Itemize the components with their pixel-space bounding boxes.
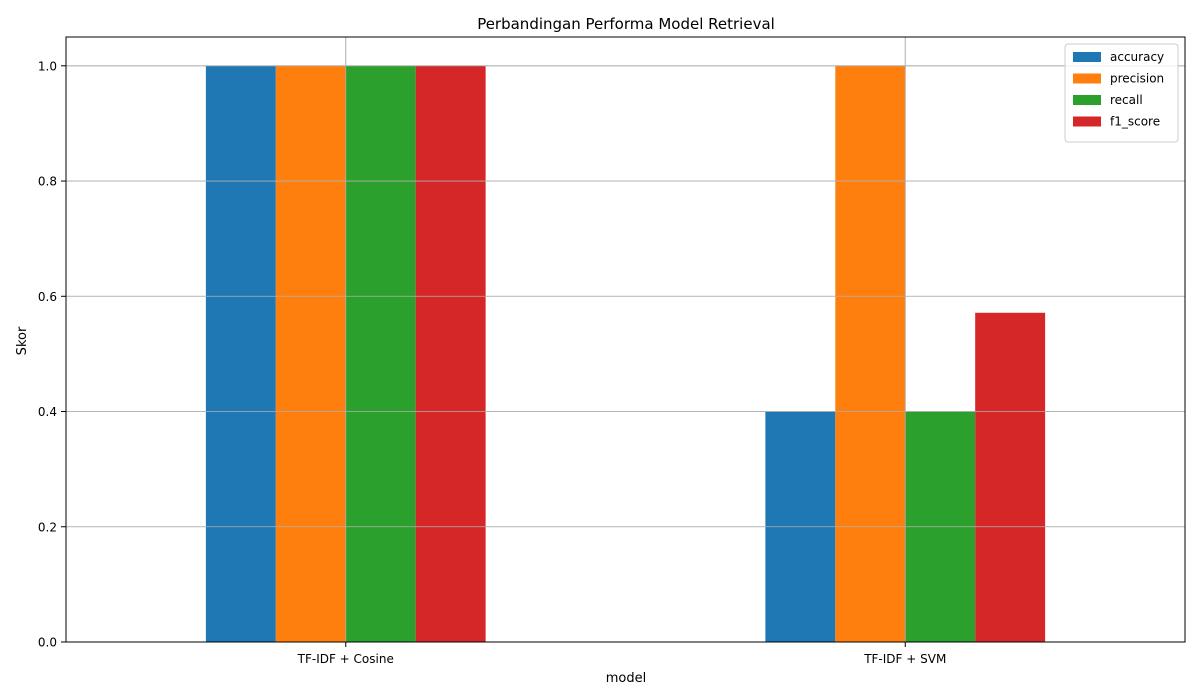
legend-label-accuracy: accuracy [1110, 50, 1164, 64]
bar-f1_score-0 [415, 65, 486, 643]
legend-swatch-accuracy [1073, 52, 1101, 62]
bar-accuracy-0 [205, 65, 276, 643]
legend: accuracy precision recall f1_score [1064, 43, 1179, 143]
y-tick-label: 0.4 [38, 405, 57, 419]
legend-label-f1_score: f1_score [1110, 115, 1160, 129]
y-tick-label: 1.0 [38, 59, 57, 73]
axes [65, 36, 1186, 643]
bar-precision-0 [275, 65, 346, 643]
y-tick-label: 0.6 [38, 290, 57, 304]
x-tick-label: TF-IDF + SVM [863, 652, 946, 666]
plot-frame [65, 36, 1186, 643]
y-tick-label: 0.2 [38, 520, 57, 534]
chart-title: Perbandingan Performa Model Retrieval [477, 15, 775, 33]
legend-label-recall: recall [1110, 93, 1143, 107]
y-axis-ticks: 0.0 0.2 0.4 0.6 0.8 1.0 [38, 59, 66, 650]
x-axis-label: model [606, 671, 646, 686]
y-axis-label: Skor [15, 326, 30, 355]
legend-label-precision: precision [1110, 72, 1164, 86]
x-axis-ticks: TF-IDF + Cosine TF-IDF + SVM [297, 642, 946, 666]
x-tick-label: TF-IDF + Cosine [297, 652, 394, 666]
bar-precision-1 [835, 65, 906, 643]
y-tick-label: 0.0 [38, 636, 57, 650]
y-tick-label: 0.8 [38, 175, 57, 189]
bar-recall-0 [345, 65, 416, 643]
legend-swatch-precision [1073, 73, 1101, 84]
bar-f1_score-1 [975, 312, 1046, 642]
legend-swatch-recall [1073, 95, 1101, 105]
legend-swatch-f1_score [1073, 116, 1101, 127]
bars [66, 37, 1185, 643]
